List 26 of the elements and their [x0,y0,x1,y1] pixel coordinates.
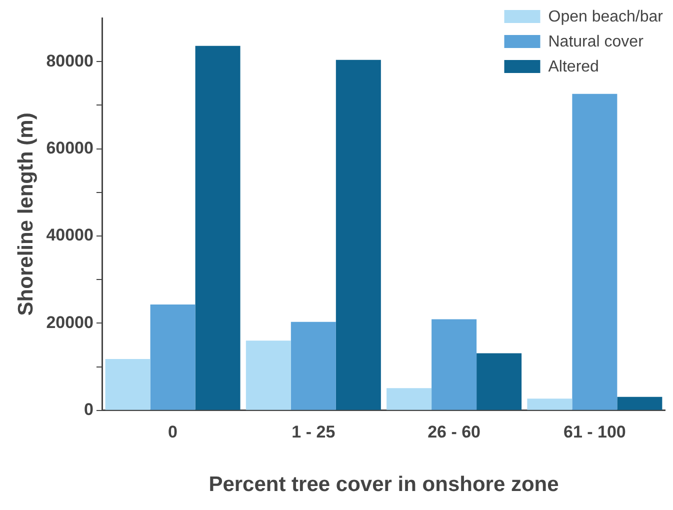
y-tick-label: 40000 [46,226,94,245]
bar [336,60,381,410]
bar [476,353,522,410]
y-tick-label: 80000 [46,51,94,70]
y-tick-label: 0 [84,400,94,420]
y-tick-label: 60000 [46,138,94,158]
x-tick-label: 26 - 60 [428,422,481,442]
bar [527,398,572,410]
x-tick-label: 1 - 25 [292,422,336,442]
x-tick-label: 0 [168,422,178,442]
bar [195,46,240,410]
legend-label: Altered [548,58,599,76]
bar [617,396,662,410]
y-tick-label: 20000 [46,312,94,332]
legend-label: Open beach/bar [548,8,664,26]
legend-label: Natural cover [548,33,644,50]
bar [105,358,150,410]
bar [150,304,196,410]
bar [572,94,618,410]
y-axis-title: Shoreline length (m) [14,112,38,316]
bar [386,388,432,410]
bar [290,322,336,410]
x-axis-title: Percent tree cover in onshore zone [208,473,559,496]
bar [432,319,477,410]
x-tick-label: 61 - 100 [563,422,626,442]
bar [246,340,291,410]
